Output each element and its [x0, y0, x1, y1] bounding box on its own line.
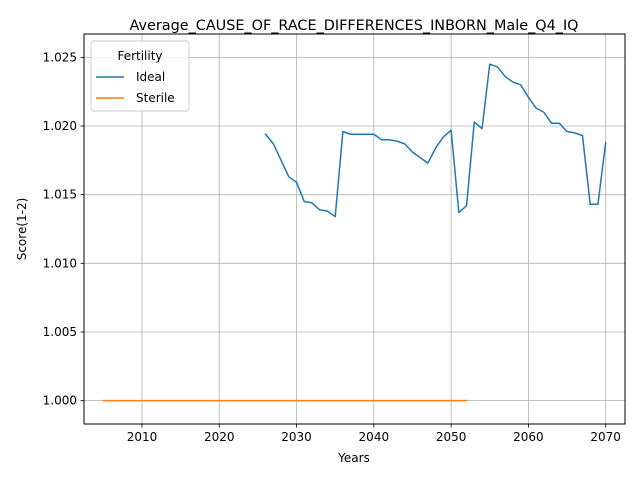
legend: Fertility Ideal Sterile: [90, 40, 190, 112]
y-tick-label: 1.005: [43, 325, 77, 339]
y-tick-label: 1.000: [43, 394, 77, 408]
x-tick-label: 2060: [513, 430, 544, 444]
y-axis: 1.000 1.005 1.010 1.015 1.020 1.025: [43, 50, 84, 408]
plot-frame: [83, 33, 626, 425]
legend-label-sterile: Sterile: [136, 91, 175, 105]
x-tick-label: 2020: [204, 430, 235, 444]
x-tick-label: 2070: [590, 430, 621, 444]
legend-title: Fertility: [117, 49, 162, 63]
y-tick-label: 1.015: [43, 188, 77, 202]
y-tick-label: 1.010: [43, 256, 77, 270]
grid: [84, 34, 625, 424]
series-layer: [102, 63, 607, 402]
x-axis: 2010 2020 2030 2040 2050 2060 2070: [127, 424, 621, 444]
x-axis-label: Years: [337, 451, 370, 465]
y-axis-label: Score(1-2): [15, 198, 29, 261]
chart-title: Average_CAUSE_OF_RACE_DIFFERENCES_INBORN…: [129, 18, 578, 34]
y-tick-label: 1.025: [43, 50, 77, 64]
x-tick-label: 2010: [127, 430, 158, 444]
x-tick-label: 2050: [436, 430, 467, 444]
legend-label-ideal: Ideal: [136, 70, 165, 84]
series-line-ideal: [264, 63, 607, 218]
x-tick-label: 2030: [281, 430, 312, 444]
x-tick-label: 2040: [359, 430, 390, 444]
y-tick-label: 1.020: [43, 119, 77, 133]
legend-box: [90, 40, 190, 112]
